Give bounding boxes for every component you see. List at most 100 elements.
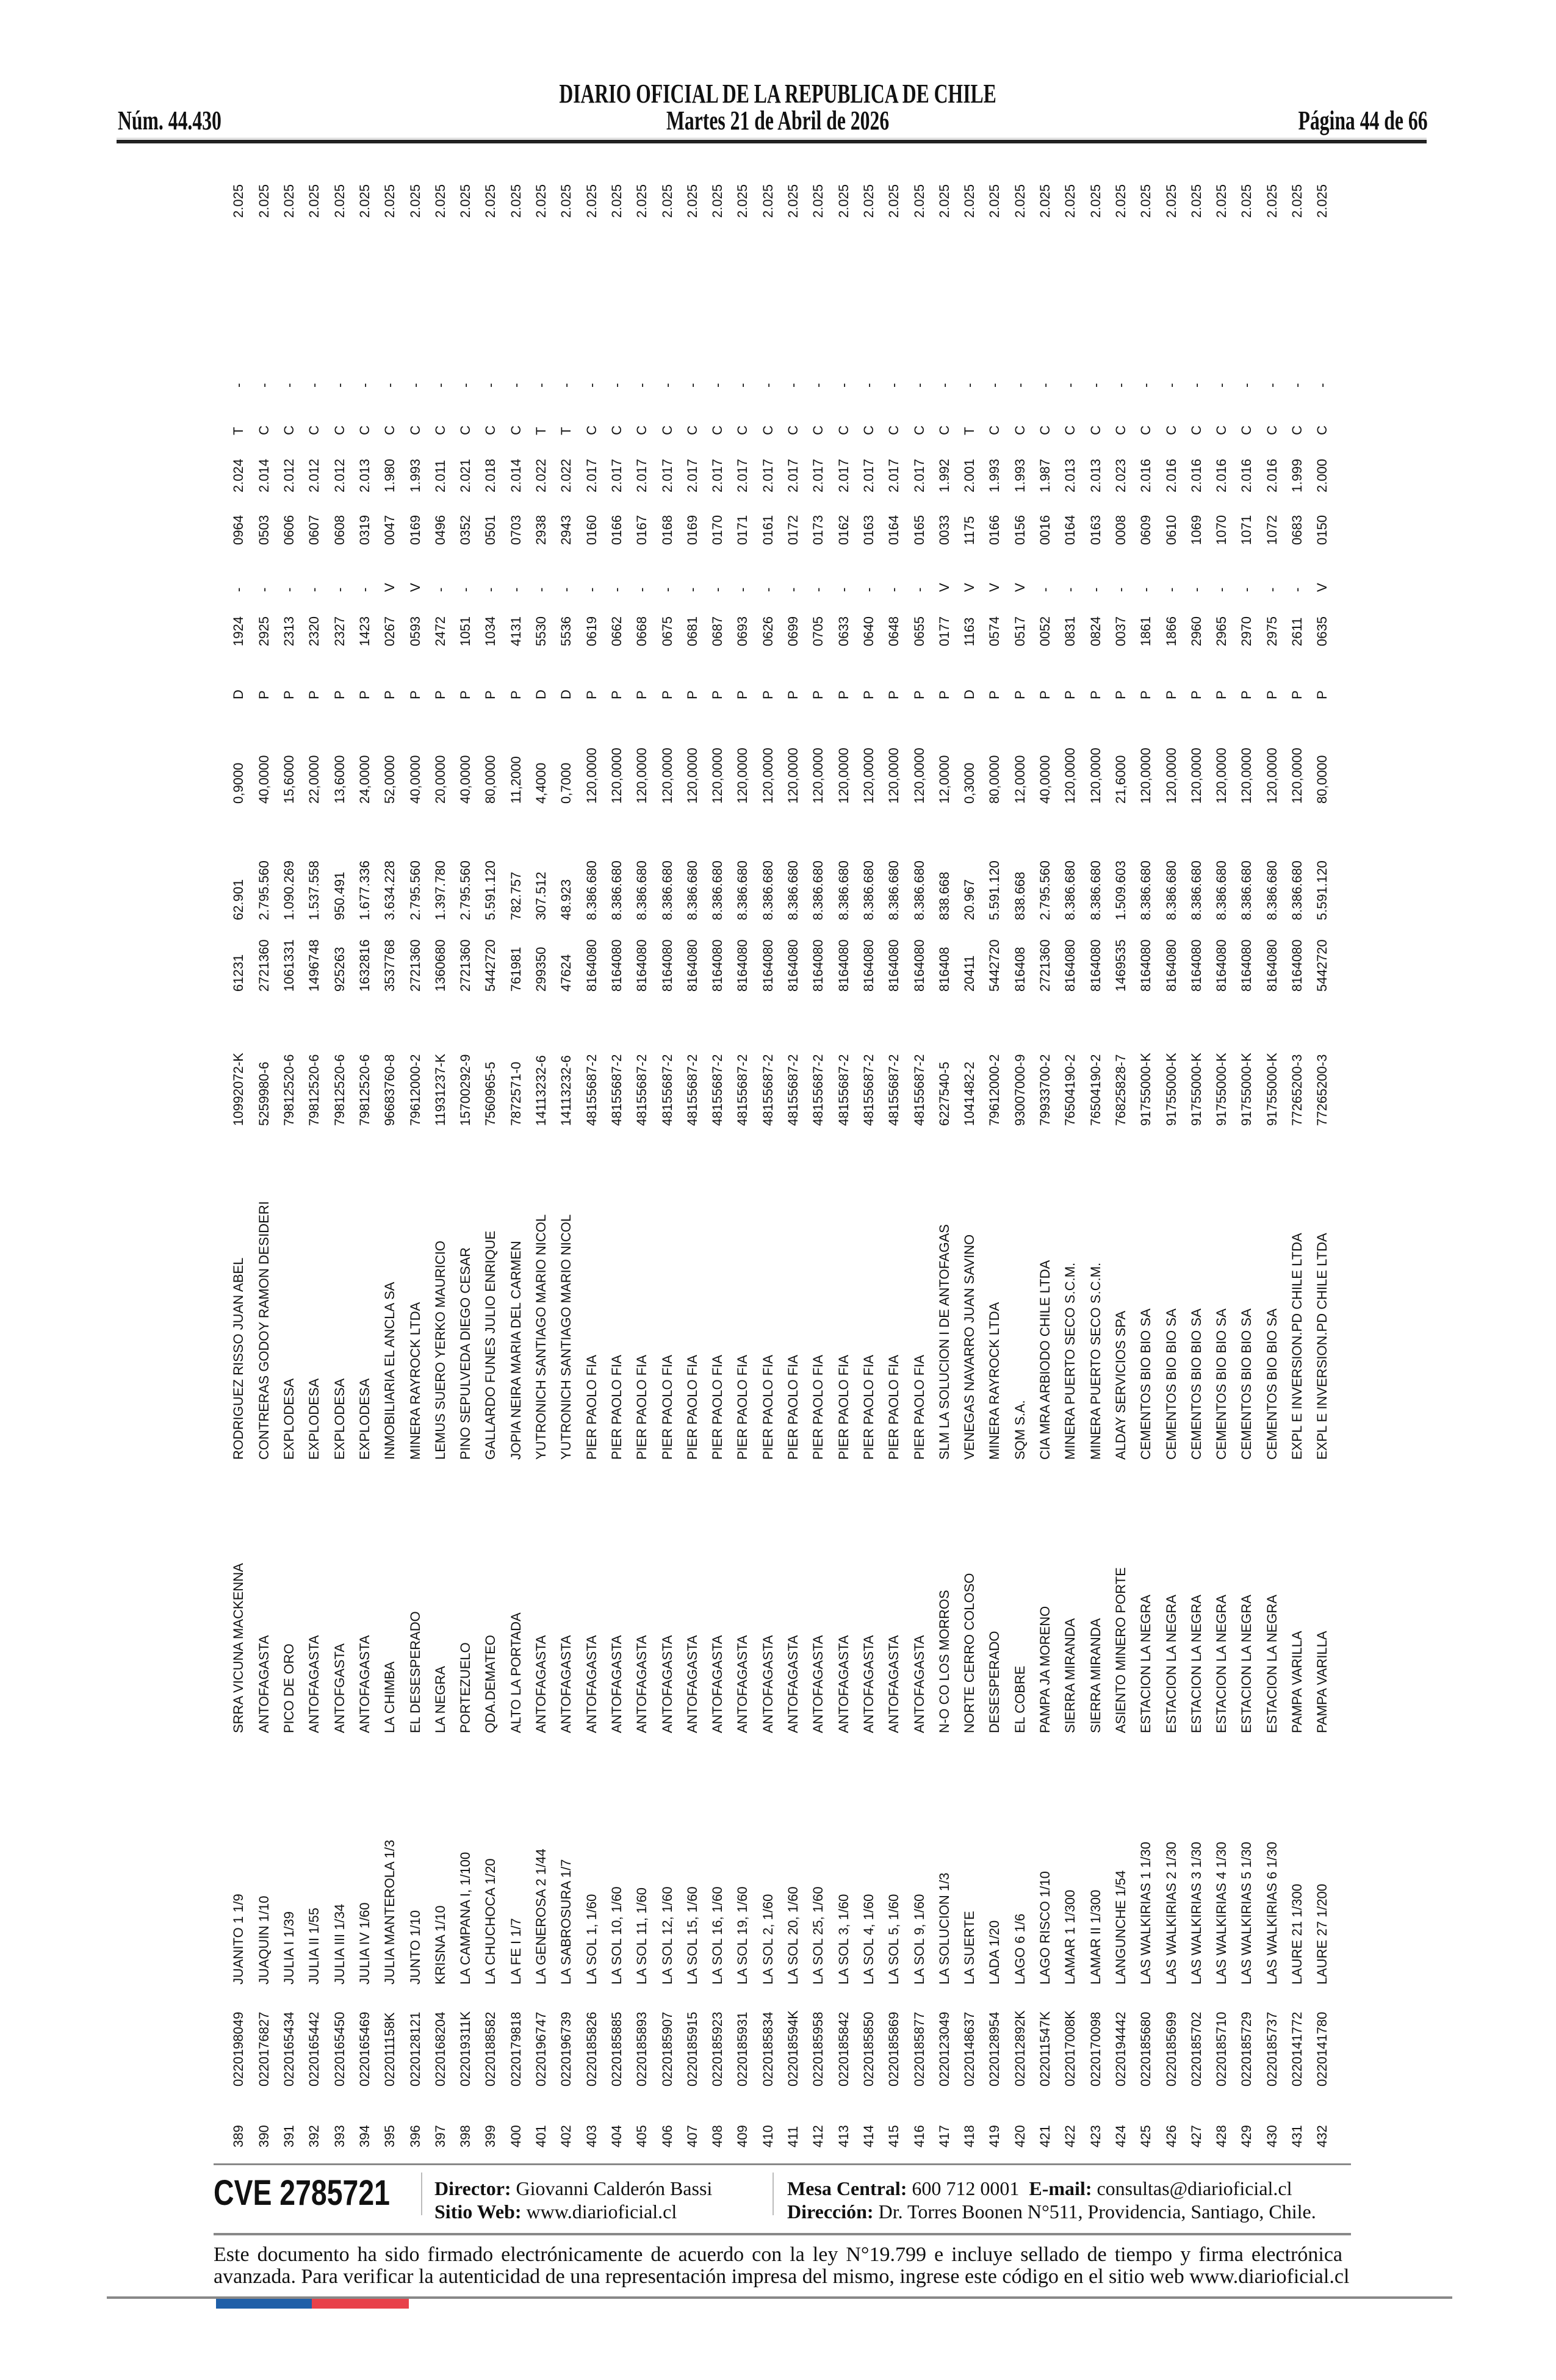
concession-name-cell: LAGO 6 1/6	[1012, 1913, 1028, 1985]
header-divider-thin	[117, 138, 1427, 139]
category-cell: C	[1264, 425, 1280, 435]
reference-number-cell: 2938	[533, 515, 549, 545]
commune-cell: ANTOFAGASTA	[684, 1635, 700, 1733]
value-cell: 816408	[1012, 947, 1028, 992]
mark-cell: V	[962, 583, 978, 592]
mark-cell: -	[634, 587, 650, 592]
owner-name-cell: CEMENTOS BIO BIO SA	[1163, 1308, 1179, 1460]
concession-name-cell: LAURE 21 1/300	[1289, 1883, 1305, 1985]
category-cell: C	[785, 425, 801, 435]
year-cell: 2.017	[835, 458, 851, 492]
commune-cell: PORTEZUELO	[458, 1642, 474, 1733]
type-cell: P	[1163, 690, 1179, 699]
register-number-cell: 5536	[558, 616, 574, 646]
mark-cell: V	[936, 583, 952, 592]
dash-cell: -	[458, 383, 474, 388]
row-number-cell: 392	[306, 2125, 322, 2147]
category-cell: C	[356, 425, 372, 435]
value-cell: 8164080	[1062, 939, 1078, 992]
disclaimer-line-1: Este documento ha sido firmado electróni…	[214, 2243, 1342, 2266]
value-cell: 2721360	[458, 939, 474, 992]
amount-cell: 1.090.269	[281, 860, 297, 920]
footer-separator	[421, 2173, 422, 2215]
concession-code-cell: 022011158K	[382, 2012, 398, 2086]
type-cell: P	[356, 690, 372, 699]
mark-cell: -	[810, 587, 826, 592]
concession-name-cell: LAURE 27 1/200	[1314, 1883, 1330, 1985]
type-cell: P	[432, 690, 448, 699]
mark-cell: V	[987, 583, 1003, 592]
table-row: 415 0220185869 LA SOL 5, 1/60 ANTOFAGASTA PI…	[881, 170, 906, 2147]
dash-cell: -	[962, 383, 978, 388]
reference-number-cell: 0156	[1012, 515, 1028, 545]
hectares-cell: 15,6000	[281, 755, 297, 804]
category-cell: C	[684, 425, 700, 435]
owner-rut-cell: 77265200-3	[1314, 1054, 1330, 1126]
dash-cell: -	[1037, 383, 1053, 388]
owner-name-cell: YUTRONICH SANTIAGO MARIO NICOL	[533, 1214, 549, 1460]
concession-code-cell: 0220165450	[331, 2011, 347, 2086]
commune-cell: PAMPA JA MORENO	[1037, 1606, 1053, 1733]
owner-rut-cell: 48155687-2	[735, 1054, 751, 1126]
commune-cell: ANTOFAGASTA	[785, 1635, 801, 1733]
hectares-cell: 0,7000	[558, 762, 574, 804]
owner-name-cell: PIER PAOLO FIA	[810, 1355, 826, 1460]
register-number-cell: 0177	[936, 616, 952, 646]
email-link[interactable]: consultas@diarioficial.cl	[1097, 2177, 1292, 2199]
row-number-cell: 406	[659, 2125, 675, 2147]
amount-cell: 950.491	[331, 871, 347, 920]
reference-number-cell: 0150	[1314, 515, 1330, 545]
mark-cell: -	[483, 587, 499, 592]
period-cell: 2.025	[1138, 184, 1154, 218]
category-cell: C	[634, 425, 650, 435]
hectares-cell: 120,0000	[810, 748, 826, 804]
period-cell: 2.025	[608, 184, 624, 218]
concession-code-cell: 0220185931	[735, 2011, 751, 2086]
owner-name-cell: PIER PAOLO FIA	[634, 1355, 650, 1460]
hectares-cell: 12,0000	[936, 755, 952, 804]
category-cell: C	[432, 425, 448, 435]
footer-separator	[773, 2173, 774, 2215]
period-cell: 2.025	[432, 184, 448, 218]
address-line: Dirección: Dr. Torres Boonen N°511, Prov…	[787, 2201, 1316, 2223]
mark-cell: -	[835, 587, 851, 592]
owner-name-cell: SLM LA SOLUCION I DE ANTOFAGAS	[936, 1224, 952, 1460]
issue-number-text: Núm. 44.430	[118, 106, 222, 135]
reference-number-cell: 0016	[1037, 515, 1053, 545]
owner-name-cell: INMOBILIARIA EL ANCLA SA	[382, 1282, 398, 1460]
category-cell: C	[1314, 425, 1330, 435]
register-number-cell: 0517	[1012, 616, 1028, 646]
commune-cell: ESTACION LA NEGRA	[1138, 1595, 1154, 1733]
type-cell: P	[1087, 690, 1103, 699]
category-cell: C	[382, 425, 398, 435]
register-number-cell: 0655	[911, 616, 927, 646]
mark-cell: -	[760, 587, 776, 592]
category-cell: C	[483, 425, 499, 435]
concession-code-cell: 0220185699	[1163, 2011, 1179, 2086]
type-cell: P	[1239, 690, 1255, 699]
year-cell: 2.017	[659, 458, 675, 492]
period-cell: 2.025	[735, 184, 751, 218]
type-cell: P	[1138, 690, 1154, 699]
hectares-cell: 120,0000	[583, 748, 599, 804]
reference-number-cell: 0033	[936, 515, 952, 545]
owner-name-cell: MINERA PUERTO SECO S.C.M.	[1087, 1262, 1103, 1460]
owner-rut-cell: 79812520-6	[356, 1054, 372, 1126]
category-cell: C	[306, 425, 322, 435]
owner-rut-cell: 7872571-0	[508, 1061, 524, 1126]
value-cell: 5442720	[987, 939, 1003, 992]
concession-code-cell: 0220165434	[281, 2011, 297, 2086]
year-cell: 2.014	[256, 458, 272, 492]
owner-rut-cell: 10992072-K	[231, 1053, 247, 1126]
value-cell: 1469535	[1112, 939, 1128, 992]
website-link[interactable]: www.diarioficial.cl	[526, 2201, 677, 2223]
amount-cell: 8.386.680	[583, 860, 599, 920]
commune-cell: ANTOFAGASTA	[735, 1635, 751, 1733]
period-cell: 2.025	[962, 184, 978, 218]
table-row: 421 022011547K LAGO RISCO 1/10 PAMPA JA MOR…	[1032, 170, 1057, 2147]
owner-rut-cell: 48155687-2	[810, 1054, 826, 1126]
owner-name-cell: VENEGAS NAVARRO JUAN SAVINO	[962, 1234, 978, 1460]
owner-name-cell: EXPLODESA	[281, 1378, 297, 1460]
year-cell: 2.017	[760, 458, 776, 492]
commune-cell: ASIENTO MINERO PORTE	[1112, 1567, 1128, 1733]
